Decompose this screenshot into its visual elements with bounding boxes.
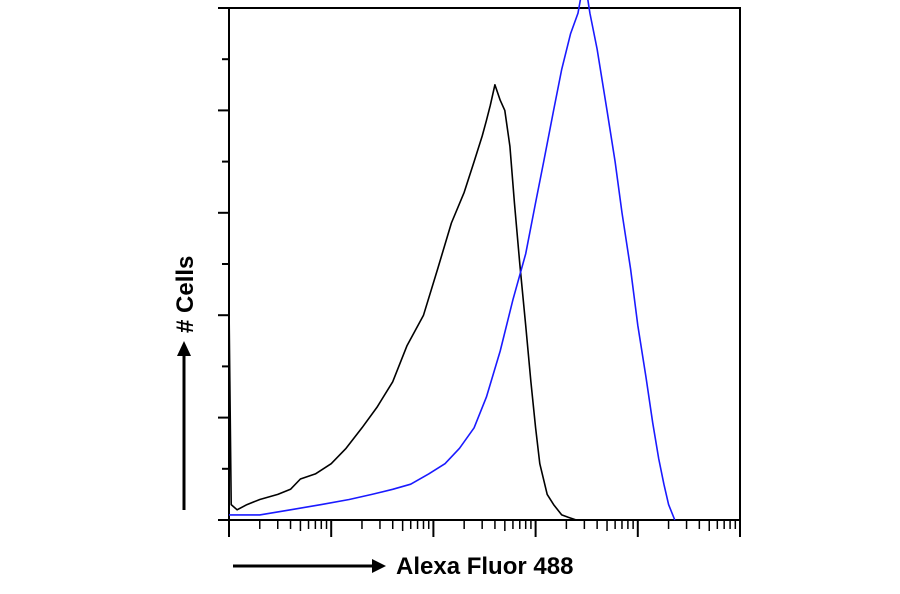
- histogram-series: [228, 0, 676, 521]
- control-histogram-line: [228, 84, 577, 521]
- x-axis-label: Alexa Fluor 488: [396, 553, 573, 580]
- plot-frame: [228, 7, 741, 521]
- y-axis-arrow: [177, 341, 191, 510]
- x-axis-arrow: [233, 559, 386, 573]
- y-axis-ticks: [218, 7, 229, 521]
- x-axis-ticks: [228, 520, 741, 537]
- y-axis-label: # Cells: [172, 256, 199, 333]
- sample-histogram-line: [229, 0, 676, 521]
- plot-border: [228, 7, 741, 521]
